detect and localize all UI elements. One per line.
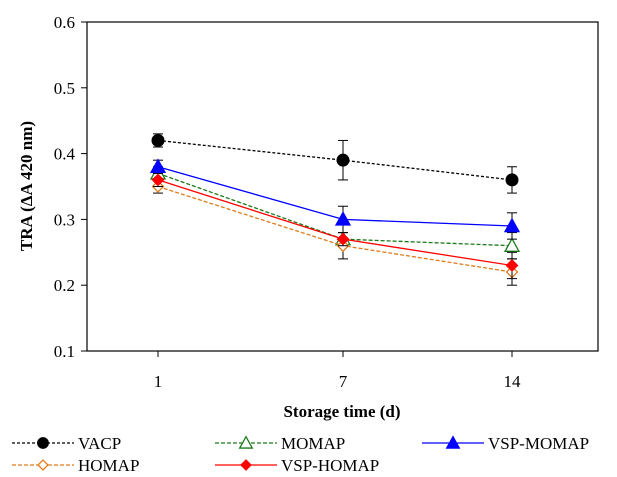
y-tick-label: 0.4	[54, 145, 76, 164]
series-layer	[149, 133, 521, 286]
series-vsp-momap	[149, 158, 521, 240]
x-axis-label: Storage time (d)	[283, 402, 400, 421]
legend: VACP MOMAP VSP-MOMAP HOMAP VSP-HOMAP	[12, 434, 589, 475]
legend-item-vsp-momap: VSP-MOMAP	[422, 434, 589, 453]
series-vacp	[151, 133, 519, 194]
data-point	[334, 211, 352, 226]
data-point	[336, 153, 350, 167]
legend-marker	[37, 437, 49, 449]
y-tick-label: 0.6	[54, 13, 75, 32]
y-tick-label: 0.1	[54, 342, 75, 361]
data-point	[505, 259, 519, 272]
y-tick-label: 0.5	[54, 79, 75, 98]
y-tick-label: 0.3	[54, 210, 75, 229]
legend-label: MOMAP	[281, 434, 345, 453]
legend-label: VSP-MOMAP	[488, 434, 589, 453]
x-tick-label: 7	[339, 372, 348, 391]
x-tick-label: 1	[154, 372, 163, 391]
series-line	[157, 185, 513, 273]
data-point	[149, 158, 167, 174]
y-tick-label: 0.2	[54, 276, 75, 295]
series-vsp-homap	[151, 172, 519, 280]
legend-label: VACP	[78, 434, 121, 453]
y-axis-label: TRA (ΔA 420 nm)	[17, 121, 36, 251]
series-line	[157, 172, 513, 247]
legend-marker	[445, 435, 461, 449]
data-point	[336, 232, 350, 246]
legend-marker	[238, 435, 254, 449]
legend-label: VSP-HOMAP	[281, 456, 379, 475]
legend-label: HOMAP	[78, 456, 139, 475]
legend-item-vsp-homap: VSP-HOMAP	[215, 456, 379, 475]
legend-item-momap: MOMAP	[215, 434, 345, 453]
x-tick-label: 14	[504, 372, 522, 391]
data-point	[503, 237, 521, 252]
legend-marker	[37, 459, 49, 471]
legend-item-vacp: VACP	[12, 434, 121, 453]
legend-marker	[240, 459, 252, 471]
data-point	[151, 173, 165, 187]
legend-item-homap: HOMAP	[12, 456, 139, 475]
y-axis-ticks: 0.1 0.2 0.3 0.4 0.5 0.6	[54, 13, 87, 361]
series-line	[157, 139, 513, 181]
x-axis-ticks: 1 7 14	[154, 351, 521, 391]
data-point	[151, 133, 165, 147]
data-point	[503, 217, 521, 233]
data-point	[505, 173, 519, 187]
